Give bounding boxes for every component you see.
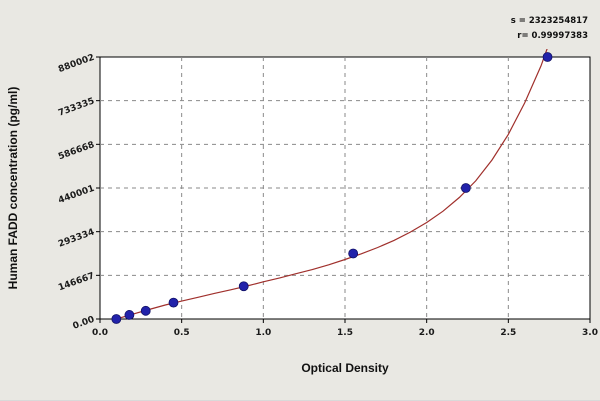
x-tick-label: 1.0 — [255, 328, 271, 338]
y-tick-label: 440001 — [57, 184, 96, 206]
data-point — [111, 314, 122, 324]
gridlines — [100, 57, 590, 319]
x-tick-label: 3.0 — [582, 328, 598, 338]
y-axis-label: Human FADD concentration (pg/ml) — [6, 87, 20, 290]
x-axis-label: Optical Density — [301, 361, 389, 375]
x-tick-label: 1.5 — [337, 328, 353, 338]
y-tick-label: 586668 — [57, 140, 96, 162]
y-tick-label: 146667 — [57, 271, 96, 293]
x-tick-label: 0.5 — [174, 328, 190, 338]
data-point — [238, 281, 249, 292]
x-tick-labels: 0.0 0.5 1.0 1.5 2.0 2.5 3.0 — [92, 319, 598, 338]
stats-r-value: r= 0.99997383 — [517, 31, 588, 41]
y-tick-label: 293334 — [57, 227, 96, 249]
data-point — [460, 183, 471, 193]
stats-s-value: s = 2323254817 — [511, 16, 588, 26]
data-point — [348, 248, 359, 259]
data-point — [124, 310, 135, 320]
data-point — [542, 52, 553, 62]
x-tick-label: 0.0 — [92, 328, 108, 338]
x-tick-label: 2.0 — [419, 328, 435, 338]
data-points-layer — [111, 52, 553, 324]
data-point — [168, 297, 179, 308]
y-tick-label: 880002 — [57, 53, 96, 75]
data-point — [140, 305, 151, 316]
x-tick-label: 2.5 — [500, 328, 516, 338]
y-tick-label: 733335 — [57, 96, 96, 118]
